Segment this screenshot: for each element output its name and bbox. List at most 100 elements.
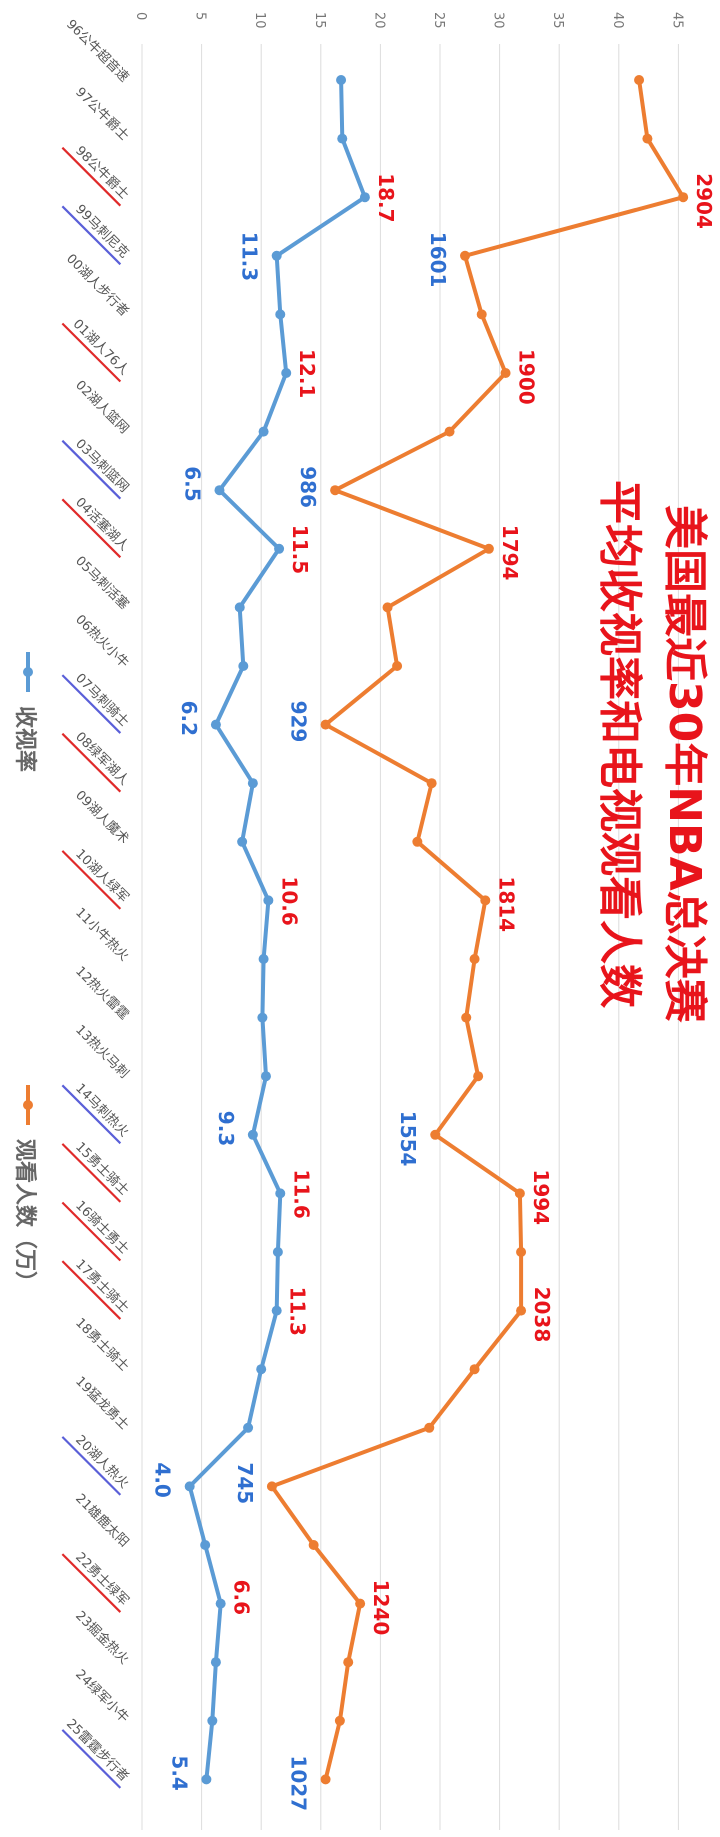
category-label: 99马刺尼克 — [72, 202, 131, 261]
data-label-group: 1027 — [287, 1755, 311, 1811]
category-underline — [61, 322, 122, 383]
data-point — [392, 661, 403, 671]
category-label-group: 07马刺骑士 — [61, 671, 131, 734]
data-point — [355, 1598, 366, 1609]
category-label: 06热火小牛 — [72, 612, 131, 671]
category-label: 24绿军小牛 — [72, 1667, 131, 1726]
category-underline — [61, 1260, 122, 1320]
data-label: 4.0 — [151, 1462, 175, 1497]
data-point — [412, 836, 423, 847]
category-label: 04活塞湖人 — [72, 494, 132, 554]
tick-label: 30 — [491, 12, 506, 29]
data-label-group: 11.3 — [238, 232, 262, 281]
data-label: 9.3 — [214, 1111, 238, 1146]
category-axis-labels: 96公牛超音速97公牛爵士98公牛爵士99马刺尼克00湖人步行者01湖人76人0… — [61, 16, 132, 1789]
data-label-group: 6.2 — [177, 701, 201, 736]
series-lines — [184, 75, 689, 1785]
data-point — [480, 895, 491, 906]
data-point — [678, 192, 689, 203]
category-underline — [61, 1201, 122, 1262]
data-point — [359, 192, 370, 203]
data-point — [271, 250, 282, 261]
legend-label-group: 观看人数（万） — [12, 1139, 38, 1293]
data-label-group: 1994 — [529, 1169, 553, 1225]
data-label: 10.6 — [277, 876, 301, 925]
data-label-group: 11.5 — [288, 525, 312, 574]
value-axis-ticks: 05101520253035404550 — [133, 12, 684, 29]
category-label: 17勇士骑士 — [72, 1257, 131, 1316]
category-label: 08绿军湖人 — [72, 729, 131, 788]
tick-label-group: 35 — [550, 12, 565, 29]
data-point — [642, 133, 653, 144]
data-label-group: 6.5 — [180, 466, 204, 501]
data-point — [207, 1715, 218, 1726]
data-point — [258, 954, 269, 964]
category-underline — [61, 205, 122, 266]
tick-label: 10 — [252, 12, 267, 29]
data-label: 1994 — [529, 1169, 553, 1225]
tick-label-group: 0 — [133, 12, 148, 20]
data-label: 12.1 — [295, 349, 319, 398]
data-label-group: 18.7 — [374, 173, 398, 222]
data-point — [330, 485, 341, 496]
data-label-group: 1900 — [515, 349, 539, 405]
category-label-group: 14马刺热火 — [61, 1081, 131, 1145]
category-label: 00湖人步行者 — [63, 251, 131, 319]
tick-label-group: 25 — [431, 12, 446, 29]
data-point — [274, 543, 285, 554]
data-point — [320, 719, 331, 730]
data-label-group: 1794 — [498, 525, 522, 581]
data-label-group: 5.4 — [167, 1755, 191, 1790]
data-label: 1240 — [369, 1580, 393, 1636]
data-label-group: 1814 — [494, 876, 518, 932]
data-point — [473, 1071, 484, 1082]
gridlines — [141, 44, 679, 1830]
data-point — [210, 719, 221, 730]
data-point — [237, 836, 248, 847]
category-underline — [61, 1143, 122, 1203]
tick-label-group: 20 — [371, 12, 386, 29]
data-point — [343, 1657, 354, 1668]
data-point — [444, 426, 455, 437]
chart-title: 美国最近30年NBA总决赛 — [659, 505, 710, 1024]
data-point — [483, 543, 494, 554]
category-label-group: 09湖人魔术 — [72, 788, 131, 847]
data-label-group: 9.3 — [214, 1111, 238, 1146]
category-label-group: 03马刺篮网 — [61, 436, 131, 500]
data-label: 1900 — [515, 349, 539, 405]
tick-label-group: 30 — [491, 12, 506, 29]
category-label: 13热火马刺 — [72, 1022, 131, 1081]
category-label-group: 98公牛爵士 — [61, 143, 131, 207]
category-label-group: 18勇士骑士 — [72, 1315, 131, 1374]
category-label-group: 96公牛超音速 — [63, 16, 132, 85]
category-underline — [61, 732, 122, 793]
category-underline — [61, 146, 122, 207]
data-label-group: 1554 — [396, 1111, 420, 1167]
data-point — [201, 1774, 212, 1785]
data-label: 745 — [233, 1462, 257, 1504]
category-underline — [61, 850, 122, 910]
data-point — [260, 1071, 271, 1082]
tick-label: 45 — [669, 12, 684, 29]
data-point — [382, 602, 393, 613]
data-label-group: 986 — [296, 466, 320, 508]
category-underline — [61, 439, 122, 500]
data-point — [320, 1774, 331, 1785]
category-label-group: 97公牛爵士 — [72, 85, 131, 144]
tick-label-group: 5 — [193, 12, 208, 20]
data-label: 11.5 — [288, 525, 312, 574]
data-point — [200, 1540, 211, 1550]
category-label-group: 08绿军湖人 — [61, 729, 131, 793]
legend-marker — [23, 1100, 33, 1110]
data-point — [257, 1012, 268, 1023]
legend-marker — [23, 667, 33, 677]
category-label: 10湖人绿军 — [72, 847, 131, 906]
data-label: 1814 — [494, 876, 518, 932]
data-label: 11.3 — [286, 1287, 310, 1336]
category-label-group: 24绿军小牛 — [72, 1667, 131, 1726]
category-label: 22勇士绿军 — [72, 1550, 131, 1609]
data-point — [210, 1657, 221, 1668]
